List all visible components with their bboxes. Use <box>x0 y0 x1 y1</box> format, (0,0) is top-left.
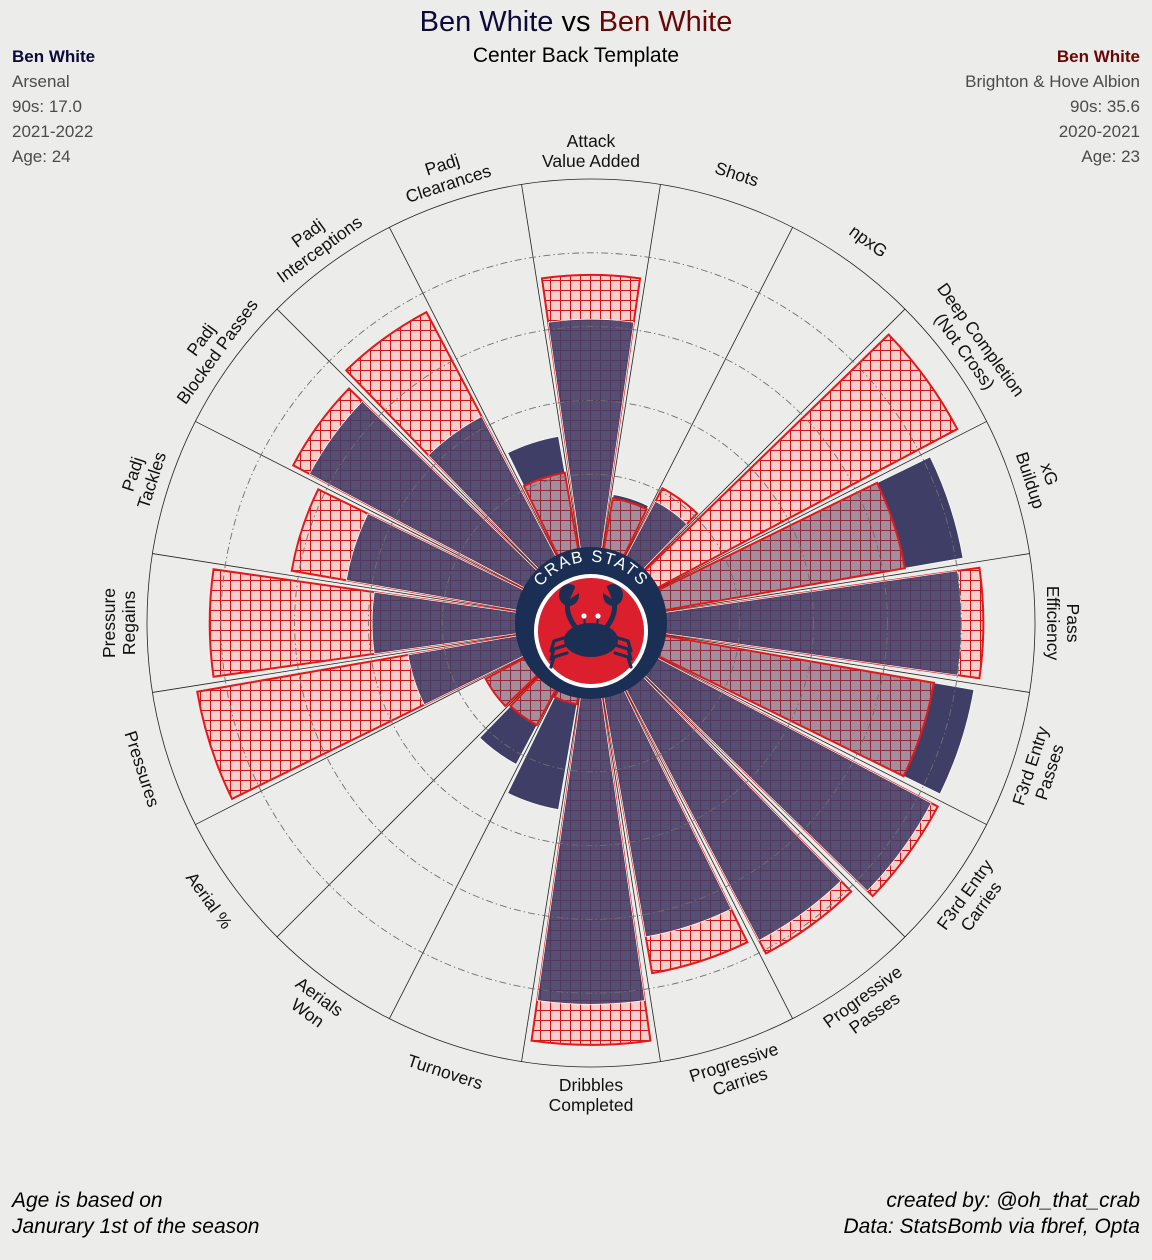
category-label: PadjInterceptions <box>261 195 366 286</box>
player-a-season: 2021-2022 <box>12 122 94 141</box>
category-label: Turnovers <box>405 1050 486 1093</box>
player-a-info: Ben White Arsenal 90s: 17.0 2021-2022 Ag… <box>12 44 95 169</box>
credit-author: created by: @oh_that_crab <box>886 1189 1140 1212</box>
age-footnote-line-2: Janurary 1st of the season <box>12 1215 260 1238</box>
category-label: F3rd EntryCarries <box>933 855 1014 945</box>
outer-ring <box>146 178 1036 1068</box>
category-label: Aerial % <box>182 868 236 932</box>
category-label: Pressures <box>120 728 163 809</box>
player-a-nineties: 90s: 17.0 <box>12 97 82 116</box>
category-label: PadjTackles <box>114 443 170 511</box>
gridline-60 <box>294 326 888 920</box>
category-label: PassEfficiency <box>1043 586 1083 661</box>
player-a-club: Arsenal <box>12 72 70 91</box>
player-a-name: Ben White <box>12 47 96 66</box>
chart-title: Ben White vs Ben White <box>0 6 1152 39</box>
player-b-age: Age: 23 <box>1081 147 1140 166</box>
category-label: Shots <box>712 158 761 191</box>
category-label: Dribbles Completed <box>549 1075 634 1115</box>
player-b-season: 2020-2021 <box>1058 122 1140 141</box>
category-label: xGBuildup <box>1012 443 1068 511</box>
title-vs: vs <box>561 6 591 38</box>
category-label: ProgressivePasses <box>819 962 917 1049</box>
player-b-info: Ben White Brighton & Hove Albion 90s: 35… <box>965 44 1140 169</box>
age-footnote-line-1: Age is based on <box>12 1189 163 1212</box>
category-label: Attack Value Added <box>542 131 640 171</box>
category-label: PadjBlocked Passes <box>156 283 262 407</box>
gridline-80 <box>220 252 962 994</box>
category-label: F3rd EntryPasses <box>1008 724 1071 814</box>
gridline-20 <box>441 473 741 773</box>
category-label: ProgressiveCarries <box>687 1039 787 1106</box>
category-label: PressureRegains <box>99 588 139 658</box>
crab-icon <box>549 584 633 669</box>
category-label: PadjClearances <box>397 141 494 206</box>
chart-subtitle: Center Back Template <box>472 44 680 67</box>
gridline-40 <box>367 399 815 847</box>
player-b-name: Ben White <box>1056 47 1140 66</box>
player-b-nineties: 90s: 35.6 <box>1070 97 1140 116</box>
category-label: npxG <box>846 221 892 262</box>
title-player-b: Ben White <box>598 6 733 38</box>
credits: created by: @oh_that_crab Data: StatsBom… <box>844 1188 1140 1240</box>
credit-source: Data: StatsBomb via fbref, Opta <box>843 1215 1140 1238</box>
player-a-age: Age: 24 <box>12 147 71 166</box>
title-player-a: Ben White <box>419 6 554 38</box>
category-label: AerialsWon <box>280 973 347 1037</box>
player-b-club: Brighton & Hove Albion <box>965 72 1140 91</box>
age-footnote: Age is based on Janurary 1st of the seas… <box>12 1188 259 1240</box>
